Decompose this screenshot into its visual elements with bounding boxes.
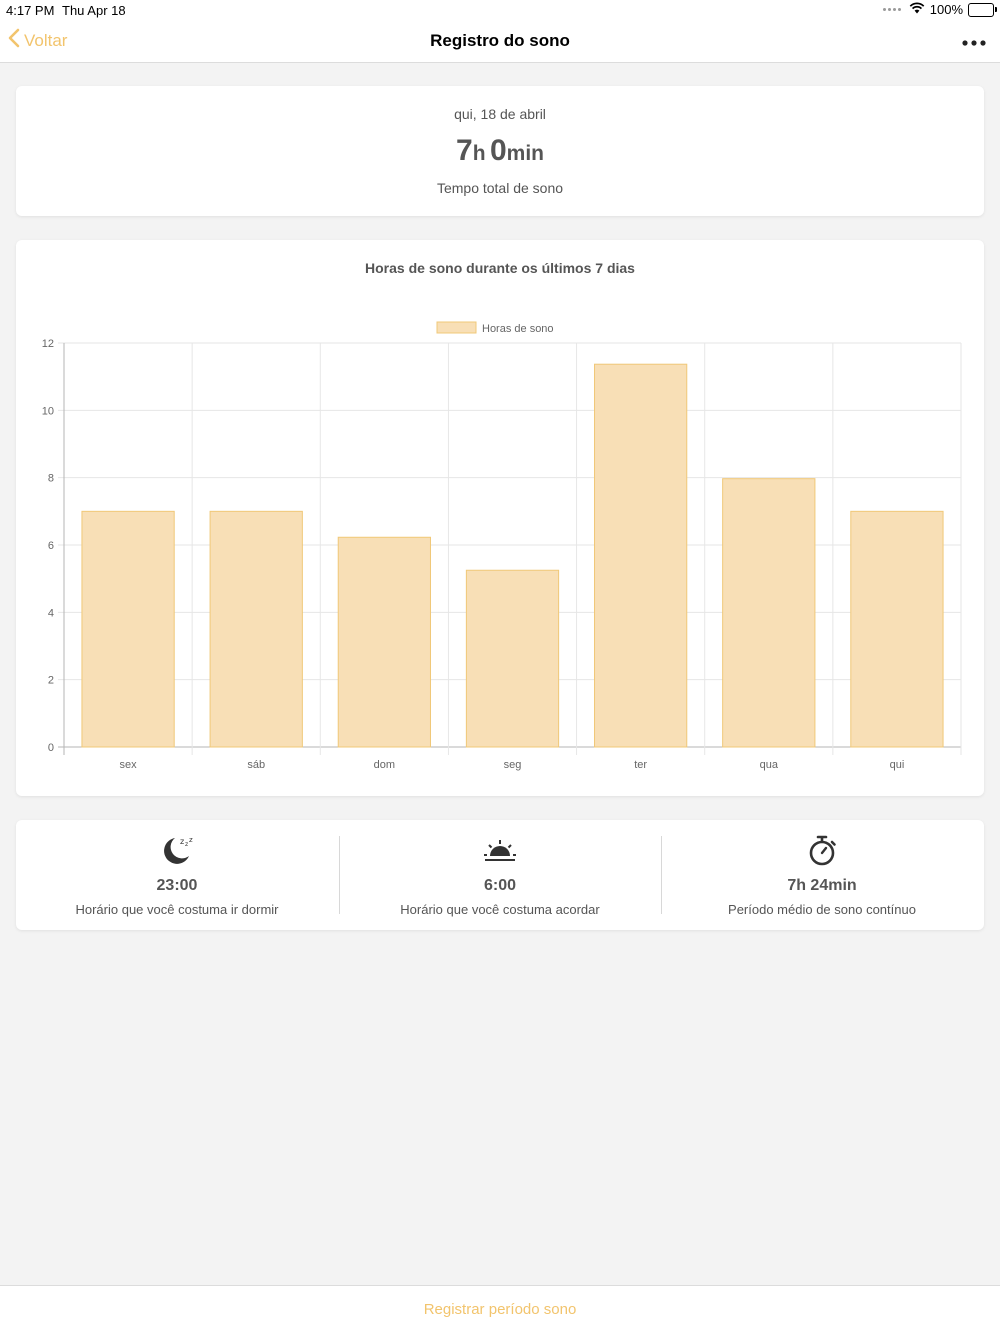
wakeup-value: 6:00 (483, 877, 517, 894)
x-tick-label: sáb (247, 759, 265, 771)
bar (850, 510, 944, 748)
bottom-bar: Registrar período sono (0, 1285, 1000, 1335)
stat-wakeup: 6:00 Horário que você costuma acordar (339, 820, 661, 930)
bar (337, 536, 431, 748)
bar (209, 510, 303, 748)
svg-text:z: z (189, 836, 193, 844)
stopwatch-icon (661, 834, 983, 868)
y-tick-label: 10 (42, 405, 54, 417)
moon-zzz-icon: z z z (16, 834, 338, 866)
bar (81, 510, 175, 748)
svg-text:z: z (185, 841, 188, 848)
stat-bedtime: z z z 23:00 Horário que você costuma ir … (16, 820, 338, 930)
bedtime-value: 23:00 (156, 877, 198, 894)
x-tick-label: qui (890, 759, 905, 771)
chevron-left-icon (8, 28, 20, 53)
continuous-sleep-value: 7h 24min (787, 877, 857, 894)
more-options-button[interactable] (962, 33, 986, 51)
y-tick-label: 2 (48, 675, 54, 687)
wifi-icon (909, 2, 925, 17)
x-tick-label: seg (504, 759, 522, 771)
legend-label: Horas de sono (482, 323, 554, 335)
total-sleep-time: 7h 0min (16, 134, 984, 168)
sleep-stats-card: z z z 23:00 Horário que você costuma ir … (16, 820, 984, 930)
summary-label: Tempo total de sono (436, 180, 564, 196)
y-tick-label: 8 (48, 473, 54, 485)
status-right: 100% (882, 2, 997, 17)
battery-icon (968, 2, 997, 17)
page-title: Registro do sono (430, 31, 570, 50)
total-hours: 7 (456, 134, 473, 167)
back-button[interactable]: Voltar (8, 28, 67, 53)
register-sleep-button[interactable]: Registrar período sono (423, 1301, 577, 1318)
svg-text:z: z (180, 837, 184, 846)
nav-bar: Voltar Registro do sono (0, 20, 1000, 63)
wakeup-label: Horário que você costuma acordar (400, 902, 600, 917)
back-label: Voltar (24, 30, 68, 50)
battery-percent: 100% (929, 2, 963, 17)
y-tick-label: 6 (48, 540, 54, 552)
ellipsis-icon (962, 33, 986, 50)
signal-icon (882, 8, 901, 11)
status-bar: 4:17 PM Thu Apr 18 100% (0, 0, 1000, 20)
bar (594, 363, 688, 748)
sleep-chart-card: Horas de sono durante os últimos 7 dias … (16, 240, 984, 796)
continuous-sleep-label: Período médio de sono contínuo (728, 902, 916, 917)
sleep-summary-card: qui, 18 de abril 7h 0min Tempo total de … (16, 86, 984, 216)
y-tick-label: 12 (42, 338, 54, 350)
x-tick-label: sex (120, 759, 138, 771)
chart-title: Horas de sono durante os últimos 7 dias (365, 260, 635, 276)
minutes-unit: min (506, 142, 544, 165)
bar (465, 569, 560, 748)
total-minutes: 0 (489, 134, 507, 167)
x-tick-label: dom (374, 759, 395, 771)
bar (722, 478, 816, 748)
sunrise-icon (339, 834, 661, 866)
sleep-bar-chart: 0 2 4 6 8 10 12 sex sáb dom seg ter qua qui Horas de s… (42, 321, 962, 771)
x-tick-label: ter (634, 759, 647, 771)
divider (661, 836, 662, 914)
hours-unit: h (472, 142, 486, 165)
bedtime-label: Horário que você costuma ir dormir (75, 902, 279, 917)
status-time: 4:17 PM (6, 3, 55, 18)
y-tick-label: 0 (48, 742, 54, 754)
y-tick-label: 4 (48, 607, 54, 619)
x-tick-label: qua (760, 759, 779, 771)
stat-continuous-sleep: 7h 24min Período médio de sono contínuo (661, 820, 983, 930)
legend-swatch (436, 321, 477, 334)
divider (339, 836, 340, 914)
status-date: Thu Apr 18 (62, 3, 126, 18)
summary-date: qui, 18 de abril (454, 106, 546, 122)
